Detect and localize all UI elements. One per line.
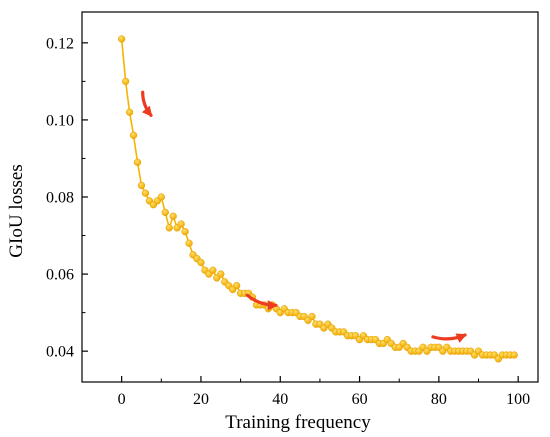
x-tick-label: 20 — [193, 391, 209, 408]
x-tick-label: 0 — [118, 391, 126, 408]
data-point — [181, 228, 189, 236]
data-point — [232, 281, 241, 290]
y-tick-label: 0.10 — [46, 112, 74, 129]
data-point — [141, 189, 150, 197]
data-point — [217, 270, 225, 278]
data-point — [169, 212, 177, 220]
data-point — [118, 35, 126, 43]
trend-arrow — [431, 333, 467, 343]
series-line — [120, 38, 515, 360]
data-point — [137, 181, 146, 190]
x-tick-label: 100 — [506, 391, 530, 408]
x-tick-label: 60 — [352, 391, 368, 408]
y-axis-title: GIoU losses — [6, 164, 27, 257]
x-tick-label: 80 — [431, 391, 447, 408]
plot-frame — [81, 11, 539, 383]
data-point — [165, 224, 173, 232]
data-point — [125, 108, 134, 116]
x-tick-label: 40 — [272, 391, 288, 408]
data-point — [129, 131, 138, 139]
data-point — [121, 77, 130, 86]
data-point — [133, 158, 142, 166]
trend-arrow — [245, 293, 278, 311]
data-point — [177, 220, 185, 228]
data-point — [510, 351, 518, 359]
y-tick-label: 0.06 — [46, 267, 74, 284]
y-tick-label: 0.08 — [46, 190, 74, 207]
data-point — [308, 312, 316, 321]
data-point — [157, 193, 165, 201]
y-tick-label: 0.04 — [46, 344, 74, 361]
data-point — [209, 266, 217, 274]
data-point — [161, 208, 169, 217]
data-point — [185, 239, 193, 247]
x-axis-title: Training frequency — [225, 412, 371, 433]
data-point — [197, 258, 205, 267]
trend-arrow — [141, 90, 153, 117]
y-tick-label: 0.12 — [46, 35, 74, 52]
